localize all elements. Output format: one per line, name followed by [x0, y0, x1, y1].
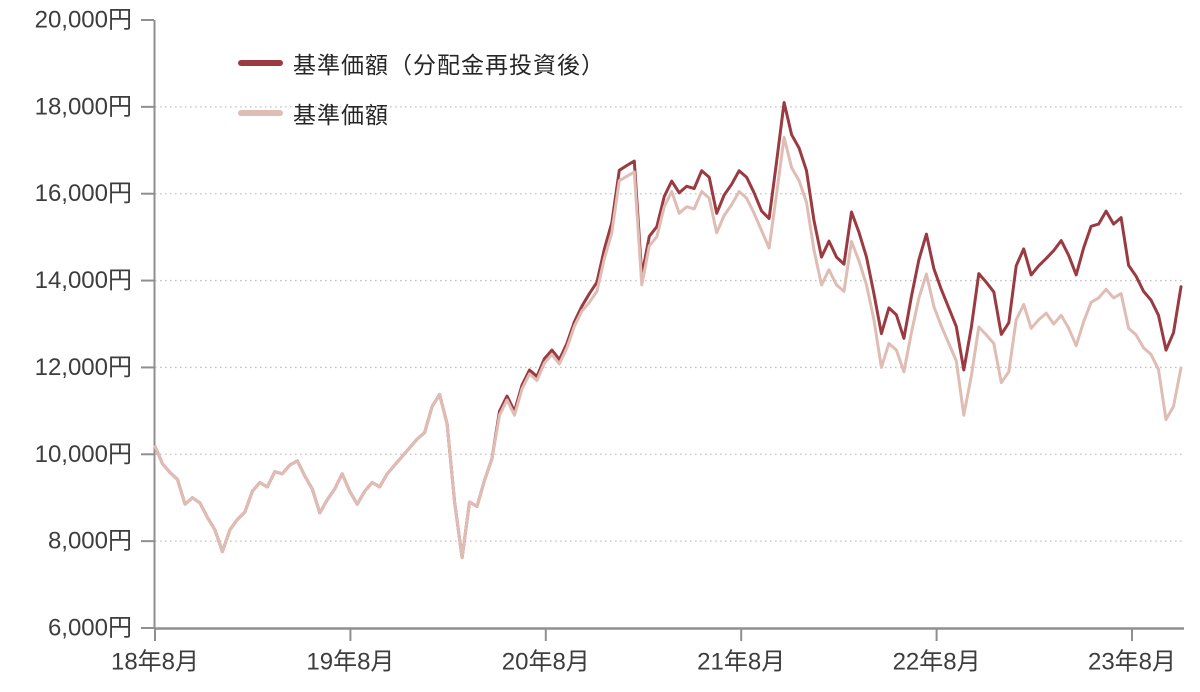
legend-swatch-reinvested — [238, 60, 283, 66]
x-tick-label: 19年8月 — [306, 649, 394, 676]
y-tick-label: 10,000円 — [35, 441, 132, 468]
y-tick-label: 14,000円 — [35, 267, 132, 294]
legend: 基準価額（分配金再投資後） 基準価額 — [238, 38, 605, 138]
x-tick-label: 22年8月 — [893, 649, 981, 676]
legend-swatch-nav — [238, 110, 283, 116]
x-tick-label: 21年8月 — [697, 649, 785, 676]
legend-label-nav: 基準価額 — [293, 102, 389, 128]
x-tick-label: 18年8月 — [111, 649, 199, 676]
legend-item-nav: 基準価額 — [238, 88, 605, 138]
y-tick-label: 12,000円 — [35, 354, 132, 381]
y-tick-label: 8,000円 — [48, 528, 132, 555]
series-line-nav — [153, 135, 1183, 560]
y-tick-label: 20,000円 — [35, 7, 132, 34]
series-line-nav-with-distributions-reinvested — [153, 101, 1183, 560]
x-tick-label: 20年8月 — [502, 649, 590, 676]
legend-label-reinvested: 基準価額（分配金再投資後） — [293, 52, 605, 78]
y-tick-label: 6,000円 — [48, 615, 132, 642]
y-tick-label: 16,000円 — [35, 180, 132, 207]
x-tick-label: 23年8月 — [1088, 649, 1176, 676]
legend-item-reinvested: 基準価額（分配金再投資後） — [238, 38, 605, 88]
y-tick-label: 18,000円 — [35, 93, 132, 120]
